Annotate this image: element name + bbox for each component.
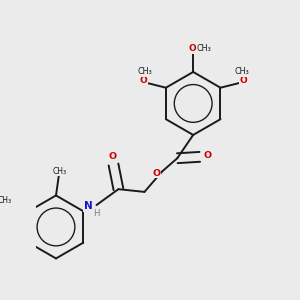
Text: H: H [93,209,100,218]
Text: CH₃: CH₃ [52,167,67,176]
Text: O: O [108,152,116,161]
Text: O: O [203,151,211,160]
Text: O: O [140,76,147,85]
Text: CH₃: CH₃ [0,196,12,205]
Text: CH₃: CH₃ [137,67,152,76]
Text: O: O [239,76,247,85]
Text: O: O [152,169,160,178]
Text: CH₃: CH₃ [234,67,249,76]
Text: O: O [189,44,196,53]
Text: N: N [84,201,93,211]
Text: CH₃: CH₃ [197,44,212,53]
